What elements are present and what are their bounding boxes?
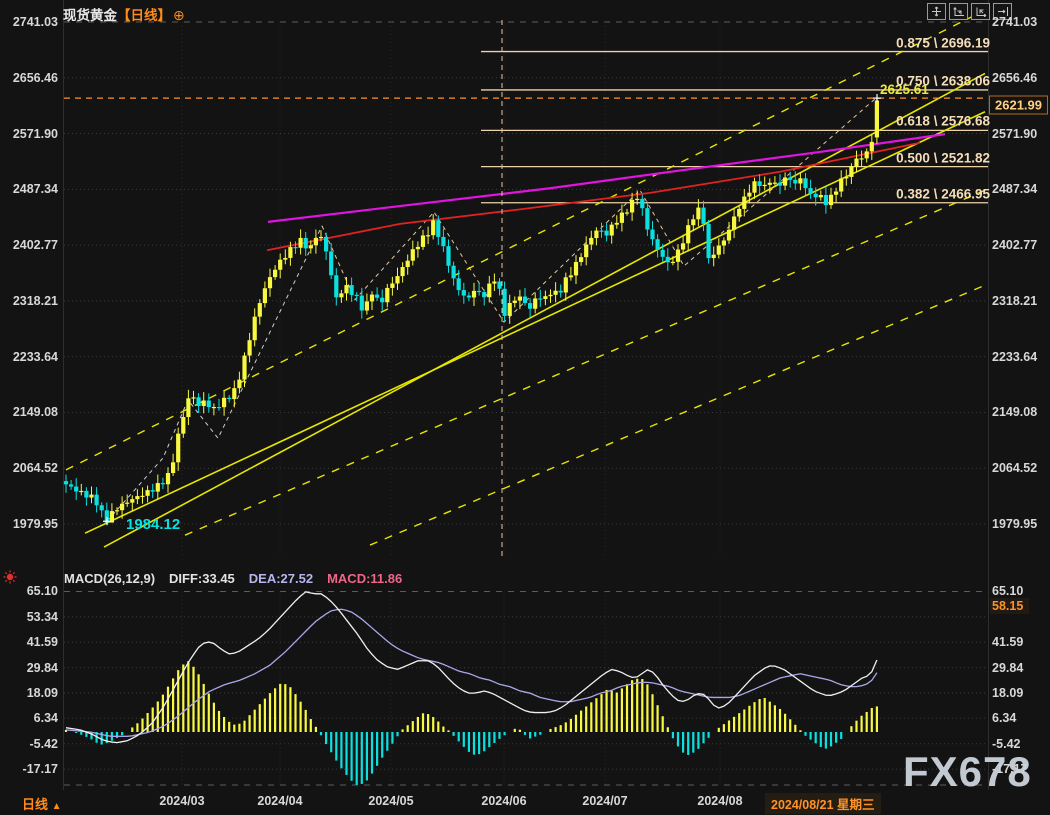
price-axis-label-left: 2487.34 <box>12 182 58 197</box>
macd-axis-label-left: 53.34 <box>26 609 58 624</box>
fib-level-label: 0.500 \ 2521.82 <box>896 150 990 166</box>
macd-axis-label-left: 18.09 <box>26 685 58 700</box>
macd-axis-label-left: 6.34 <box>33 711 58 726</box>
month-tick-label: 2024/07 <box>582 794 628 808</box>
dea-line <box>65 608 878 737</box>
session-high-label: 2625.61 <box>880 82 929 98</box>
price-axis-label-left: 2656.46 <box>12 70 58 85</box>
price-axis-label-left: 1979.95 <box>12 517 58 531</box>
extreme-point-cross-icon <box>103 517 111 526</box>
price-axis-label-left: 2318.21 <box>12 293 58 308</box>
zigzag-overlays <box>106 96 878 522</box>
scale-y-axis-icon[interactable] <box>949 3 968 20</box>
macd-axis-label-left: 65.10 <box>26 584 58 599</box>
price-axis-label-right: 2402.77 <box>992 238 1038 253</box>
price-axis-label-right: 2487.34 <box>992 182 1038 197</box>
month-tick-label: 2024/08 <box>697 794 743 808</box>
period-label: 日线 <box>22 797 49 812</box>
chart-toolbar <box>927 3 1012 20</box>
trend-channel-lines[interactable] <box>65 9 986 548</box>
macd-axis-label-left: -17.17 <box>22 762 58 777</box>
red-trendline[interactable] <box>266 141 921 252</box>
swing-low-label: 1984.12 <box>126 516 181 534</box>
macd-header-part: MACD(26,12,9) <box>64 571 156 586</box>
magenta-ma-line[interactable] <box>267 133 946 223</box>
price-axis-label-left: 2571.90 <box>12 126 58 141</box>
fib-level-label: 0.618 \ 2576.68 <box>896 113 990 129</box>
diff-line <box>65 591 878 744</box>
macd-axis-label-left: 29.84 <box>26 660 58 675</box>
price-axis-label-left: 2149.08 <box>12 405 58 420</box>
fib-level-label: 0.382 \ 2466.95 <box>896 186 990 202</box>
price-axis-label-right: 2741.03 <box>992 15 1038 29</box>
macd-header-part: MACD:11.86 <box>327 571 403 586</box>
scale-x-axis-icon[interactable] <box>971 3 990 20</box>
macd-axis-label-left: 41.59 <box>26 635 58 650</box>
price-axis-label-left: 2064.52 <box>12 461 58 476</box>
macd-axis-label-right: 41.59 <box>992 635 1024 650</box>
brand-watermark: FX678 <box>903 748 1032 795</box>
price-axis-label-right: 1979.95 <box>992 517 1038 531</box>
symbol-name: 现货黄金 <box>63 8 117 23</box>
price-axis-label-right: 2318.21 <box>992 293 1038 308</box>
price-axis-label-left: 2233.64 <box>12 349 58 364</box>
macd-value-badge: 58.15 <box>990 598 1030 615</box>
extreme-point-cross-icon <box>873 94 881 103</box>
macd-header-part: DEA:27.52 <box>248 571 314 586</box>
price-axis-label-right: 2233.64 <box>992 349 1038 364</box>
indicator-settings-icon[interactable] <box>2 569 18 590</box>
month-tick-label: 2024/06 <box>481 794 527 808</box>
month-tick-label: 2024/03 <box>159 794 205 808</box>
timeframe-tag: 【日线】 <box>117 8 171 23</box>
price-axis-label-right: 2149.08 <box>992 405 1038 420</box>
pan-icon[interactable] <box>927 3 946 20</box>
gridlines <box>63 0 989 790</box>
crosshair-date-badge: 2024/08/21 星期三 <box>765 793 881 814</box>
period-selector[interactable]: 日线 ▲ <box>22 794 62 813</box>
macd-axis-label-right: 6.34 <box>992 711 1017 726</box>
candlesticks <box>63 98 879 523</box>
macd-header-part: DIFF:33.45 <box>169 571 235 586</box>
macd-axis-label-right: 65.10 <box>992 584 1024 599</box>
fib-level-label: 0.750 \ 2638.06 <box>896 73 990 89</box>
fib-level-label: 0.875 \ 2696.19 <box>896 35 990 51</box>
month-tick-label: 2024/04 <box>257 794 303 808</box>
macd-indicator-readout: MACD(26,12,9) DIFF:33.45 DEA:27.52 MACD:11.… <box>64 571 416 586</box>
month-tick-label: 2024/05 <box>368 794 414 808</box>
last-price-badge: 2621.99 <box>989 95 1048 115</box>
macd-axis-label-right: -5.42 <box>992 736 1021 751</box>
price-axis-label-right: 2571.90 <box>992 126 1038 141</box>
macd-axis-label-right: -17.17 <box>992 762 1028 777</box>
collapse-right-icon[interactable] <box>993 3 1012 20</box>
macd-axis-label-right: 18.09 <box>992 685 1024 700</box>
chart-title: 现货黄金【日线】 ⊕ <box>63 4 185 24</box>
price-axis-label-right: 2064.52 <box>992 461 1038 476</box>
macd-axis-label-left: -5.42 <box>29 736 59 751</box>
price-axis-label-left: 2402.77 <box>12 238 58 253</box>
add-indicator-icon[interactable]: ⊕ <box>173 7 185 23</box>
macd-histogram <box>64 661 879 785</box>
price-axis-label-left: 2741.03 <box>12 15 58 29</box>
period-arrow-icon: ▲ <box>51 801 62 812</box>
macd-axis-label-right: 29.84 <box>992 660 1024 675</box>
price-axis-label-right: 2656.46 <box>992 70 1038 85</box>
